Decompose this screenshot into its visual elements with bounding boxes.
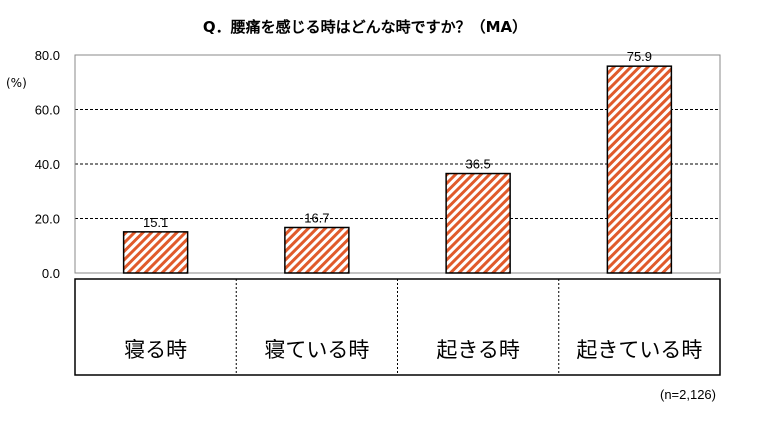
y-tick-label: 60.0 [35, 103, 60, 118]
y-axis-unit-label: (%) [6, 76, 27, 90]
chart-title: Q．腰痛を感じる時はどんな時ですか？（MA） [203, 18, 527, 36]
bar [445, 172, 511, 274]
bars [122, 65, 673, 274]
y-tick-label: 80.0 [35, 48, 60, 63]
bar [284, 226, 350, 274]
y-tick-label: 0.0 [42, 266, 60, 281]
category-label: 寝ている時 [264, 338, 369, 362]
y-axis-ticks: 0.0 20.0 40.0 60.0 80.0 [35, 48, 60, 281]
data-labels: 15.1 16.7 36.5 75.9 [143, 49, 652, 230]
y-tick-label: 20.0 [35, 212, 60, 227]
bar-value-label: 15.1 [143, 215, 168, 230]
category-label: 起きている時 [576, 338, 702, 362]
category-dividers [235, 279, 560, 375]
bar-value-label: 16.7 [304, 210, 329, 225]
sample-size-note: (n=2,126) [660, 387, 716, 402]
y-tick-label: 40.0 [35, 157, 60, 172]
bar [606, 65, 673, 274]
category-labels: 寝る時 寝ている時 起きる時 起きている時 [124, 338, 702, 362]
bar-value-label: 75.9 [627, 49, 652, 64]
category-label: 寝る時 [124, 338, 187, 362]
plot-area-frame [74, 54, 721, 274]
bar-value-label: 36.5 [465, 157, 490, 172]
category-label: 起きる時 [436, 338, 520, 362]
bar [122, 231, 189, 274]
